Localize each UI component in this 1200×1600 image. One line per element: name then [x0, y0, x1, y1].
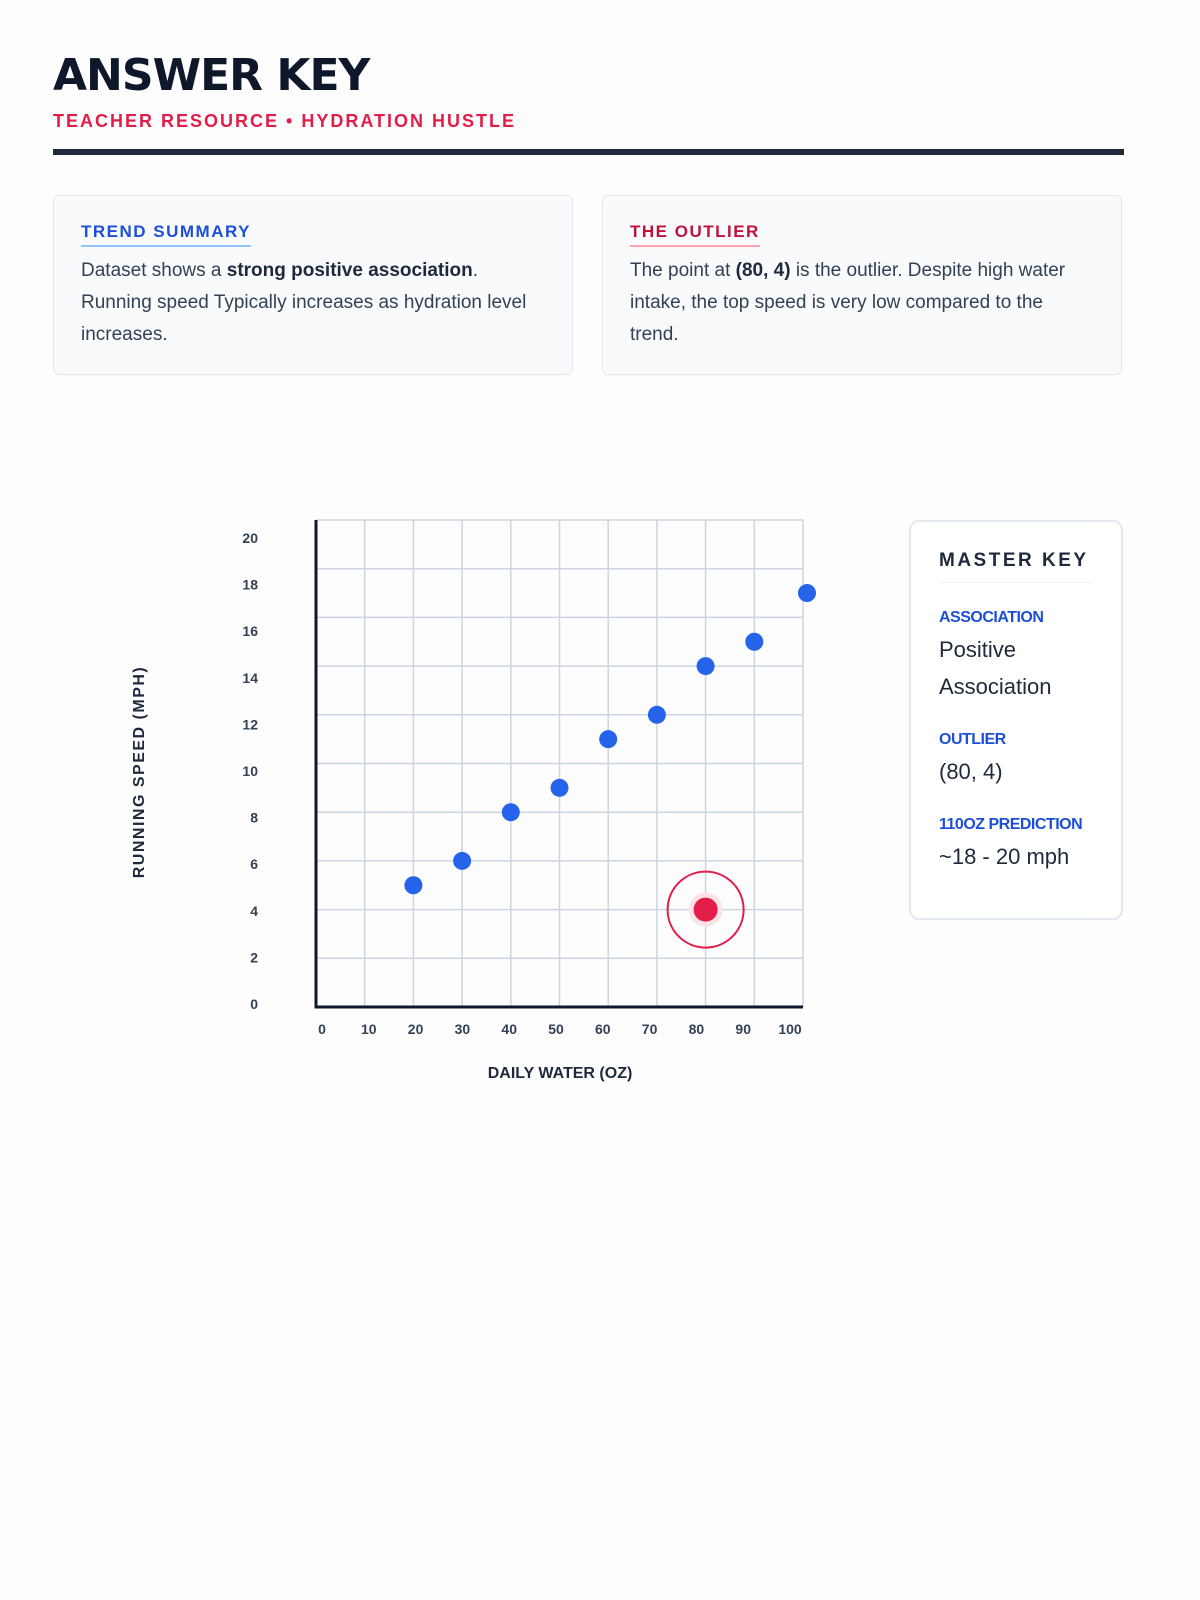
master-key-item-prediction: 110OZ PREDICTION ~18 - 20 mph: [939, 816, 1093, 875]
master-key-value: (80, 4): [939, 759, 1003, 784]
y-tick-label: 8: [250, 810, 258, 826]
trend-text-part: Dataset shows a: [81, 260, 227, 281]
master-key-label: 110OZ PREDICTION: [939, 816, 1083, 833]
x-tick-label: 50: [548, 1021, 564, 1037]
trend-text-part: . Running speed Typically increases as h…: [81, 260, 527, 345]
outlier-heading: THE OUTLIER: [630, 222, 760, 247]
y-tick-label: 6: [250, 856, 258, 872]
x-tick-label: 100: [778, 1021, 802, 1037]
outlier-card: THE OUTLIER The point at (80, 4) is the …: [602, 195, 1122, 375]
master-key-label: ASSOCIATION: [939, 609, 1044, 626]
data-point: [745, 632, 764, 651]
x-axis-label: DAILY WATER (OZ): [488, 1065, 633, 1082]
y-tick-label: 16: [242, 623, 258, 639]
master-key-item-outlier: OUTLIER (80, 4): [939, 731, 1093, 790]
y-axis-label: RUNNING SPEED (MPH): [131, 666, 148, 879]
scatter-chart: 0 10 20 30 40 50 60 70 80 90 10002468101214161820 …: [131, 519, 816, 1082]
x-tick-label: 30: [455, 1021, 471, 1037]
x-tick-label: 70: [642, 1021, 658, 1037]
x-tick-label: 90: [735, 1021, 751, 1037]
outlier-text-part: is the outlier. Despite high water intak…: [630, 260, 1066, 345]
y-tick-label: 14: [242, 670, 258, 686]
y-tick-label: 2: [250, 949, 258, 965]
data-point: [798, 584, 816, 603]
y-tick-label: 4: [250, 903, 258, 919]
master-key-value: ~18 - 20 mph: [939, 844, 1070, 869]
outlier-text-bold: (80, 4): [735, 260, 791, 281]
x-tick-label: 80: [689, 1021, 705, 1037]
master-key-item-association: ASSOCIATION Positive Association: [939, 609, 1093, 705]
chart-grid: [314, 519, 804, 1009]
data-point: [550, 778, 569, 797]
outlier-ring: [666, 870, 745, 949]
master-key-label: OUTLIER: [939, 731, 1006, 748]
page-subtitle: TEACHER RESOURCE • HYDRATION HUSTLE: [53, 111, 516, 131]
data-point: [404, 876, 423, 895]
x-tick-label: 40: [501, 1021, 517, 1037]
master-key-title: MASTER KEY: [939, 550, 1093, 583]
page-title: ANSWER KEY: [53, 50, 370, 101]
master-key-value: Positive Association: [939, 637, 1052, 699]
data-point: [501, 803, 520, 822]
trend-summary-heading: TREND SUMMARY: [81, 222, 251, 247]
trend-summary-card: TREND SUMMARY Dataset shows a strong pos…: [53, 195, 573, 375]
x-tick-label: 10: [361, 1021, 377, 1037]
master-key-panel: MASTER KEY ASSOCIATION Positive Associat…: [909, 520, 1123, 920]
trend-summary-text: Dataset shows a strong positive associat…: [81, 255, 545, 351]
x-tick-label: 0: [318, 1021, 326, 1037]
chart-ticks: 0 10 20 30 40 50 60 70 80 90 100 0 2 4 6 8 10 12 14 16 18 20: [242, 530, 801, 1037]
outlier-text: The point at (80, 4) is the outlier. Des…: [630, 255, 1094, 351]
y-tick-label: 10: [242, 763, 258, 779]
y-tick-label: 18: [242, 577, 258, 593]
data-point: [599, 730, 618, 749]
data-point: [696, 657, 715, 676]
x-tick-label: 20: [408, 1021, 424, 1037]
y-tick-label: 20: [242, 530, 258, 546]
x-tick-label: 60: [595, 1021, 611, 1037]
data-point: [647, 705, 666, 724]
outlier-text-part: The point at: [630, 260, 736, 281]
outlier-point: [693, 897, 718, 922]
header-divider: [53, 149, 1124, 155]
chart-points: [404, 584, 816, 949]
trend-text-bold: strong positive association: [226, 260, 473, 281]
y-tick-label: 12: [242, 716, 258, 732]
data-point: [453, 851, 472, 870]
y-tick-label: 0: [250, 996, 258, 1012]
